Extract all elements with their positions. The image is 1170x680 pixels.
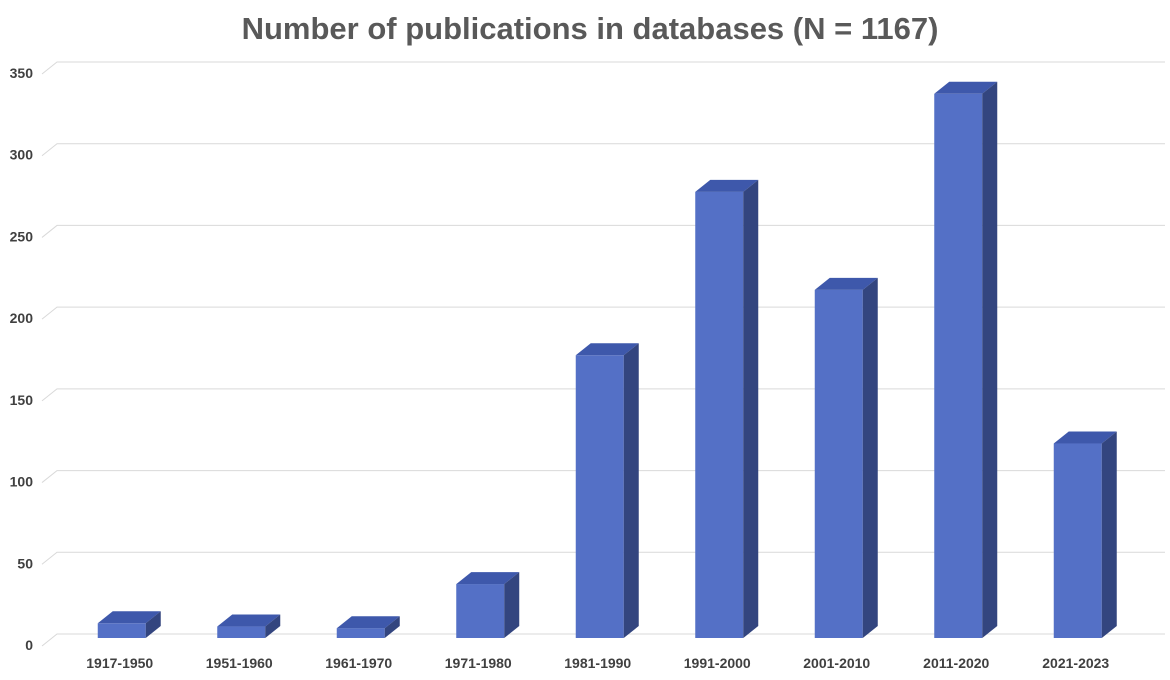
bar-side-face xyxy=(862,277,878,638)
bar-front-face xyxy=(814,289,863,638)
gridline-200 xyxy=(41,306,1165,320)
bar-front-face xyxy=(97,623,146,638)
gridline-150 xyxy=(41,388,1165,402)
y-axis-tick-labels: 0 50 100 150 200 250 300 350 xyxy=(10,65,34,653)
x-tick-label: 1991-2000 xyxy=(684,655,751,671)
bar-1991-2000 xyxy=(695,179,759,638)
bar-side-face xyxy=(743,179,759,638)
bar-front-face xyxy=(456,584,505,638)
bar-top-face xyxy=(575,343,639,356)
gridline-0 xyxy=(41,633,1165,647)
bar-2011-2020 xyxy=(934,81,998,639)
x-tick-label: 2011-2020 xyxy=(923,655,989,671)
bars xyxy=(97,81,1117,639)
gridline-350 xyxy=(41,61,1165,75)
gridlines xyxy=(41,61,1165,647)
gridline-100 xyxy=(41,470,1165,483)
bar-1917-1950 xyxy=(97,611,161,638)
bar-2001-2010 xyxy=(814,277,878,638)
y-tick-label: 200 xyxy=(10,310,34,326)
x-tick-label: 1917-1950 xyxy=(86,655,153,671)
bar-top-face xyxy=(1053,431,1117,444)
bar-front-face xyxy=(217,626,266,638)
x-tick-label: 2001-2010 xyxy=(803,655,870,671)
bar-top-face xyxy=(934,81,998,94)
y-tick-label: 0 xyxy=(25,637,33,653)
x-tick-label: 1971-1980 xyxy=(445,655,512,671)
bar-top-face xyxy=(336,616,400,629)
bar-top-face xyxy=(97,611,161,624)
bar-front-face xyxy=(575,355,624,638)
bar-side-face xyxy=(623,343,639,638)
y-tick-label: 150 xyxy=(10,392,34,408)
bar-top-face xyxy=(814,277,878,290)
y-tick-label: 350 xyxy=(10,65,34,81)
gridline-50 xyxy=(41,551,1165,565)
bar-1961-1970 xyxy=(336,616,400,638)
x-tick-label: 1961-1970 xyxy=(325,655,392,671)
x-axis-tick-labels: 1917-1950 1951-1960 1961-1970 1971-1980 1981… xyxy=(86,655,1109,671)
y-tick-label: 250 xyxy=(10,228,34,244)
bar-side-face xyxy=(265,614,281,638)
bar-front-face xyxy=(1053,443,1102,638)
bar-2021-2023 xyxy=(1053,431,1117,638)
bar-side-face xyxy=(504,572,520,638)
gridline-300 xyxy=(41,143,1165,157)
y-tick-label: 300 xyxy=(10,147,34,163)
x-tick-label: 1951-1960 xyxy=(206,655,273,671)
bar-side-face xyxy=(1101,431,1117,638)
x-tick-label: 1981-1990 xyxy=(564,655,631,671)
bar-top-face xyxy=(456,572,520,585)
y-tick-label: 100 xyxy=(10,474,34,490)
bar-top-face xyxy=(695,179,759,192)
bar-1981-1990 xyxy=(575,343,639,638)
bar-front-face xyxy=(336,628,385,638)
chart-title: Number of publications in databases (N =… xyxy=(242,11,939,46)
y-tick-label: 50 xyxy=(17,555,33,571)
bar-side-face xyxy=(145,611,161,638)
x-tick-label: 2021-2023 xyxy=(1042,655,1109,671)
bar-side-face xyxy=(384,616,400,638)
bar-top-face xyxy=(217,614,281,627)
gridline-250 xyxy=(41,224,1165,238)
bar-1951-1960 xyxy=(217,614,281,638)
bar-front-face xyxy=(695,191,744,638)
bar-side-face xyxy=(982,81,998,639)
bar-front-face xyxy=(934,93,983,639)
bar-1971-1980 xyxy=(456,572,520,638)
